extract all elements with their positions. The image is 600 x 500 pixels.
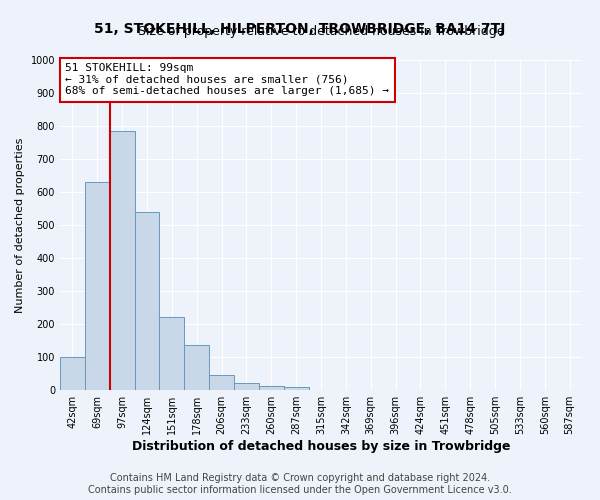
Text: 51, STOKEHILL, HILPERTON, TROWBRIDGE, BA14 7TJ: 51, STOKEHILL, HILPERTON, TROWBRIDGE, BA… [94, 22, 506, 36]
Bar [209, 375, 234, 390]
Y-axis label: Number of detached properties: Number of detached properties [15, 138, 25, 312]
Bar [110, 131, 134, 390]
Bar [85, 182, 110, 390]
X-axis label: Distribution of detached houses by size in Trowbridge: Distribution of detached houses by size … [132, 440, 510, 453]
Title: Size of property relative to detached houses in Trowbridge: Size of property relative to detached ho… [138, 25, 504, 38]
Text: Contains HM Land Registry data © Crown copyright and database right 2024.
Contai: Contains HM Land Registry data © Crown c… [88, 474, 512, 495]
Bar [184, 346, 209, 390]
Bar [234, 384, 259, 390]
Bar [60, 357, 85, 390]
Bar [259, 386, 284, 390]
Text: 51 STOKEHILL: 99sqm
← 31% of detached houses are smaller (756)
68% of semi-detac: 51 STOKEHILL: 99sqm ← 31% of detached ho… [65, 64, 389, 96]
Bar [160, 318, 184, 390]
Bar [134, 212, 160, 390]
Bar [284, 386, 308, 390]
